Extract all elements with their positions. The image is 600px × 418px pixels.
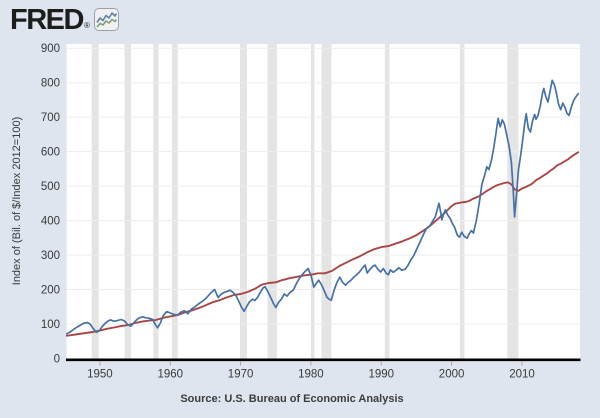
recession-band — [153, 44, 159, 359]
recession-band — [267, 44, 277, 359]
x-tick-label: 2010 — [509, 369, 535, 381]
x-tick-label: 1970 — [228, 369, 254, 381]
recession-band — [507, 44, 519, 359]
registered-trademark: ® — [83, 21, 90, 30]
fred-logo-text: FRED — [10, 4, 84, 36]
x-tick-label: 1980 — [298, 369, 324, 381]
fred-logo[interactable]: FRED ® — [10, 6, 119, 35]
recession-band — [384, 44, 390, 359]
y-tick-label: 500 — [41, 181, 60, 193]
y-tick-label: 0 — [54, 354, 60, 366]
recession-band — [459, 44, 465, 359]
y-tick-label: 600 — [41, 147, 60, 159]
x-tick-label: 2000 — [439, 369, 465, 381]
series-path-blue — [66, 79, 580, 335]
y-tick-label: 200 — [41, 285, 60, 297]
y-tick-label: 900 — [41, 43, 60, 55]
recession-band — [124, 44, 131, 359]
series-path-red — [65, 151, 580, 337]
source-caption: Source: U.S. Bureau of Economic Analysis — [180, 393, 404, 405]
y-tick-label: 700 — [41, 112, 60, 124]
x-tick-label: 1960 — [158, 369, 184, 381]
x-tick-label: 1990 — [369, 369, 395, 381]
x-tick-label: 1950 — [87, 369, 113, 381]
fred-logo-chart-icon — [93, 8, 119, 31]
recession-band — [321, 44, 332, 359]
y-tick-label: 300 — [41, 250, 60, 262]
y-tick-label: 800 — [41, 78, 60, 90]
y-tick-label: 100 — [41, 319, 60, 331]
recession-band — [310, 44, 315, 359]
recession-band — [172, 44, 178, 359]
recession-band — [240, 44, 247, 359]
y-tick-label: 400 — [41, 216, 60, 228]
recession-band — [91, 44, 99, 359]
